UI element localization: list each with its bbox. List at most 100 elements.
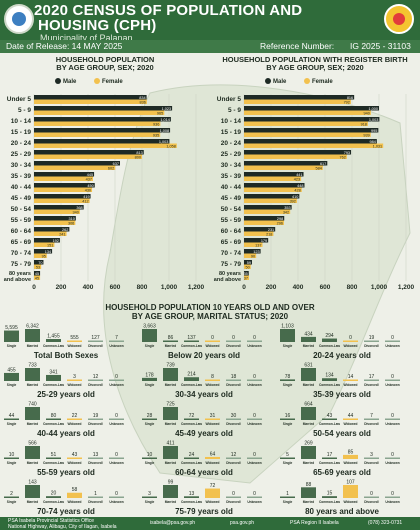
male-value-label: 70 — [38, 261, 42, 265]
marital-bar — [88, 457, 103, 459]
marital-value-label: 0 — [349, 335, 352, 341]
female-value-label: 90 — [251, 254, 255, 258]
female-value-label: 37 — [244, 276, 248, 280]
male-bar — [244, 117, 380, 122]
marital-value-label: 214 — [187, 372, 196, 378]
marital-category-label: Unknown — [109, 500, 123, 504]
category-label: 70 - 74 — [221, 250, 242, 257]
male-bar — [244, 139, 377, 144]
marital-bar — [226, 418, 241, 420]
marital-category-label: Married — [165, 383, 177, 387]
marital-status-grid: 5,595Single6,342Married1,455Common-Law55… — [4, 324, 400, 516]
category-label: 5 - 9 — [18, 107, 31, 114]
marital-bar — [280, 496, 295, 498]
female-bar — [34, 165, 116, 170]
marital-category-label: Married — [27, 461, 39, 465]
marital-category-label: Unknown — [109, 344, 123, 348]
marital-bar — [322, 378, 337, 381]
female-bar — [34, 198, 90, 203]
female-legend-dot — [94, 78, 101, 84]
marital-value-label: 1 — [94, 491, 97, 497]
marital-category-label: Single — [7, 344, 17, 348]
marital-value-label: 0 — [115, 491, 118, 497]
marital-category-label: Single — [145, 344, 155, 348]
marital-value-label: 0 — [391, 413, 394, 419]
female-bar — [244, 176, 302, 181]
marital-value-label: 7 — [115, 335, 118, 341]
marital-value-label: 341 — [49, 369, 58, 375]
male-value-label: 1,003 — [369, 118, 379, 122]
marital-bar — [280, 329, 295, 342]
marital-category-label: Widowed — [206, 500, 220, 504]
website-link[interactable]: psa.gov.ph — [230, 520, 255, 526]
marital-value-label: 28 — [147, 413, 153, 419]
marital-bar — [322, 496, 337, 498]
marital-bar — [46, 496, 61, 498]
marital-category-label: Widowed — [68, 461, 82, 465]
female-bar — [34, 264, 42, 269]
category-label: 45 - 49 — [221, 195, 242, 202]
female-bar — [244, 187, 302, 192]
category-label: 15 - 19 — [221, 129, 242, 136]
marital-category-label: Divorced/ — [364, 344, 379, 348]
marital-bar — [385, 457, 400, 459]
female-bar — [244, 242, 263, 247]
category-label: 55 - 59 — [11, 217, 32, 224]
male-bar — [244, 260, 252, 265]
male-bar — [34, 172, 95, 177]
marital-value-label: 13 — [93, 452, 99, 458]
marital-category-label: Single — [145, 383, 155, 387]
female-bar — [244, 231, 274, 236]
male-value-label: 617 — [320, 162, 326, 166]
marital-value-label: 269 — [304, 441, 313, 447]
male-value-label: 441 — [296, 173, 302, 177]
marital-bar — [343, 454, 358, 459]
marital-category-label: Common-Law — [319, 500, 341, 504]
marital-value-label: 664 — [304, 402, 313, 408]
female-value-label: 423 — [294, 177, 300, 181]
marital-bar — [46, 374, 61, 381]
marital-value-label: 86 — [168, 335, 174, 341]
category-label: 10 - 14 — [221, 118, 242, 125]
male-bar — [244, 238, 269, 243]
reference-label: Reference Number: — [260, 41, 335, 51]
category-label: and above — [214, 277, 241, 283]
marital-category-label: Unknown — [109, 422, 123, 426]
male-value-label: 310 — [69, 217, 75, 221]
male-bar — [244, 150, 352, 155]
marital-bar — [4, 418, 19, 420]
marital-category-label: Married — [165, 422, 177, 426]
marital-value-label: 2 — [10, 491, 13, 497]
category-label: 50 - 54 — [221, 206, 242, 213]
marital-bar — [163, 446, 178, 459]
marital-value-label: 725 — [166, 402, 175, 408]
marital-category-label: Single — [7, 461, 17, 465]
female-value-label: 392 — [290, 199, 296, 203]
female-value-label: 151 — [47, 243, 53, 247]
marital-value-label: 0 — [391, 491, 394, 497]
marital-bar — [88, 496, 103, 498]
marital-value-label: 64 — [210, 451, 216, 457]
marital-category-label: Common-Law — [43, 344, 65, 348]
male-bar — [244, 95, 355, 100]
age-group-label: 30-34 years old — [175, 390, 233, 399]
marital-bar — [67, 457, 82, 459]
category-label: 20 - 24 — [11, 140, 32, 147]
female-value-label: 1,031 — [373, 144, 383, 148]
marital-bar — [247, 496, 262, 498]
marital-value-label: 20 — [51, 491, 57, 497]
female-bar — [244, 253, 257, 258]
marital-bar — [226, 496, 241, 498]
marital-value-label: 44 — [9, 413, 15, 419]
marital-value-label: 24 — [189, 452, 195, 458]
email-link[interactable]: isabela@psa.gov.ph — [150, 520, 196, 526]
male-value-label: 813 — [136, 151, 142, 155]
facebook-link[interactable]: PSA Region II Isabela — [290, 520, 339, 526]
municipality-name: Municipality of Palanan — [40, 33, 133, 43]
female-bar — [244, 110, 371, 115]
marital-bar — [184, 496, 199, 498]
marital-value-label: 1,455 — [47, 334, 60, 340]
male-bar — [244, 183, 305, 188]
marital-value-label: 0 — [115, 452, 118, 458]
